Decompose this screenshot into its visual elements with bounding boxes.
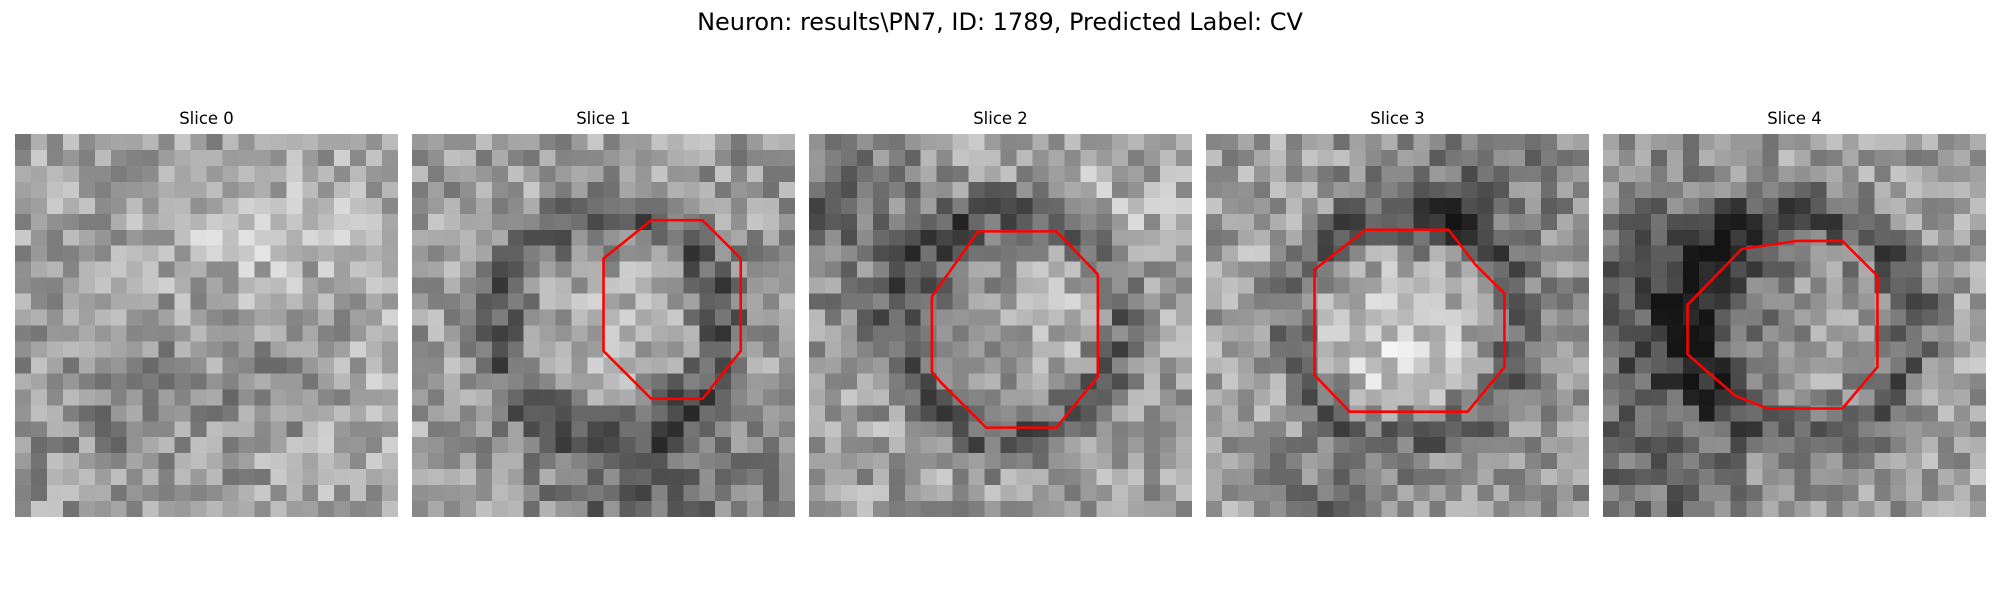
slice-panel-4: Slice 4: [1603, 109, 1986, 517]
slice-image: [412, 134, 795, 517]
grayscale-image: [809, 134, 1192, 517]
slice-panel-1: Slice 1: [412, 109, 795, 517]
slice-title: Slice 1: [576, 109, 631, 128]
contour-overlay: [1313, 228, 1506, 413]
slice-image: [1206, 134, 1589, 517]
grayscale-image: [1206, 134, 1589, 517]
slice-image: [15, 134, 398, 517]
roi-contour: [930, 230, 1100, 429]
grayscale-image: [15, 134, 398, 517]
grayscale-image: [1603, 134, 1986, 517]
slice-title: Slice 4: [1767, 109, 1822, 128]
contour-overlay: [1686, 239, 1879, 410]
roi-contour: [1686, 239, 1879, 410]
roi-contour: [602, 218, 743, 401]
slice-image: [1603, 134, 1986, 517]
roi-contour: [1313, 228, 1506, 413]
slice-image: [809, 134, 1192, 517]
slice-title: Slice 0: [179, 109, 234, 128]
figure-title: Neuron: results\PN7, ID: 1789, Predicted…: [697, 8, 1303, 36]
slice-panel-2: Slice 2: [809, 109, 1192, 517]
slice-title: Slice 3: [1370, 109, 1425, 128]
slice-panel-0: Slice 0: [15, 109, 398, 517]
contour-overlay: [602, 218, 743, 401]
contour-overlay: [930, 230, 1100, 429]
slice-panel-3: Slice 3: [1206, 109, 1589, 517]
slice-title: Slice 2: [973, 109, 1028, 128]
